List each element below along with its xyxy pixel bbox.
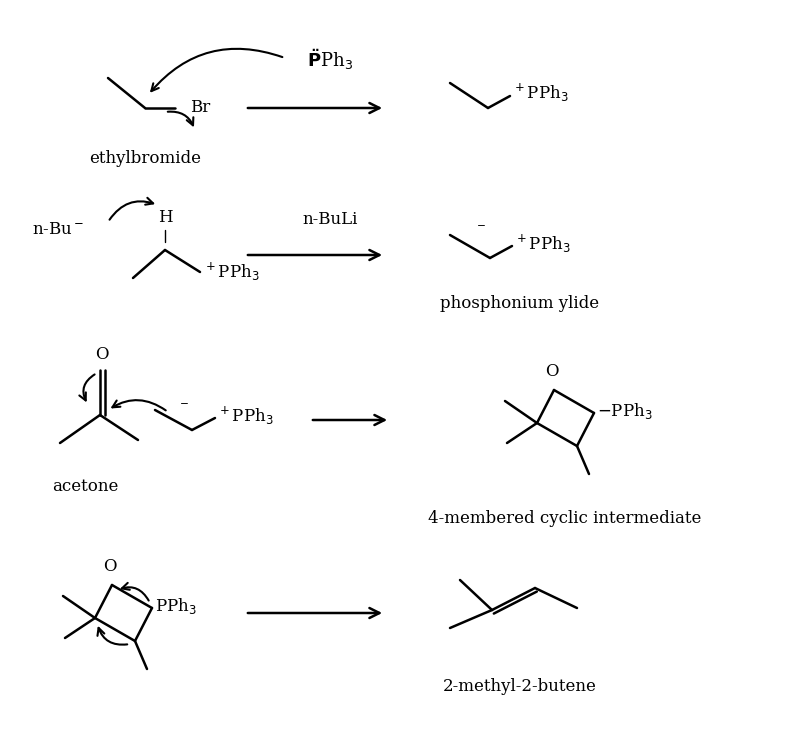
Text: 2-methyl-2-butene: 2-methyl-2-butene [443,678,597,695]
Text: $^+$PPh$_3$: $^+$PPh$_3$ [203,261,260,283]
Text: $^+$PPh$_3$: $^+$PPh$_3$ [514,233,570,255]
Text: $\mathbf{\ddot{P}}$Ph$_3$: $\mathbf{\ddot{P}}$Ph$_3$ [307,48,353,72]
Text: O: O [546,363,558,380]
Text: 4-membered cyclic intermediate: 4-membered cyclic intermediate [428,510,702,527]
Text: n-BuLi: n-BuLi [302,212,358,229]
Text: $^+$PPh$_3$: $^+$PPh$_3$ [512,82,569,104]
Text: H: H [158,210,172,227]
Text: $^-$: $^-$ [177,401,189,415]
Text: Br: Br [190,100,210,117]
Text: PPh$_3$: PPh$_3$ [155,596,197,616]
Text: ethylbromide: ethylbromide [89,150,201,167]
Text: $^-$: $^-$ [474,223,486,237]
Text: $^+$PPh$_3$: $^+$PPh$_3$ [217,405,274,427]
Text: n-Bu$^-$: n-Bu$^-$ [32,221,84,239]
Text: acetone: acetone [52,478,118,495]
Text: phosphonium ylide: phosphonium ylide [441,295,599,312]
Text: O: O [103,558,117,575]
Text: $-$PPh$_3$: $-$PPh$_3$ [597,401,653,421]
Text: O: O [95,346,109,363]
